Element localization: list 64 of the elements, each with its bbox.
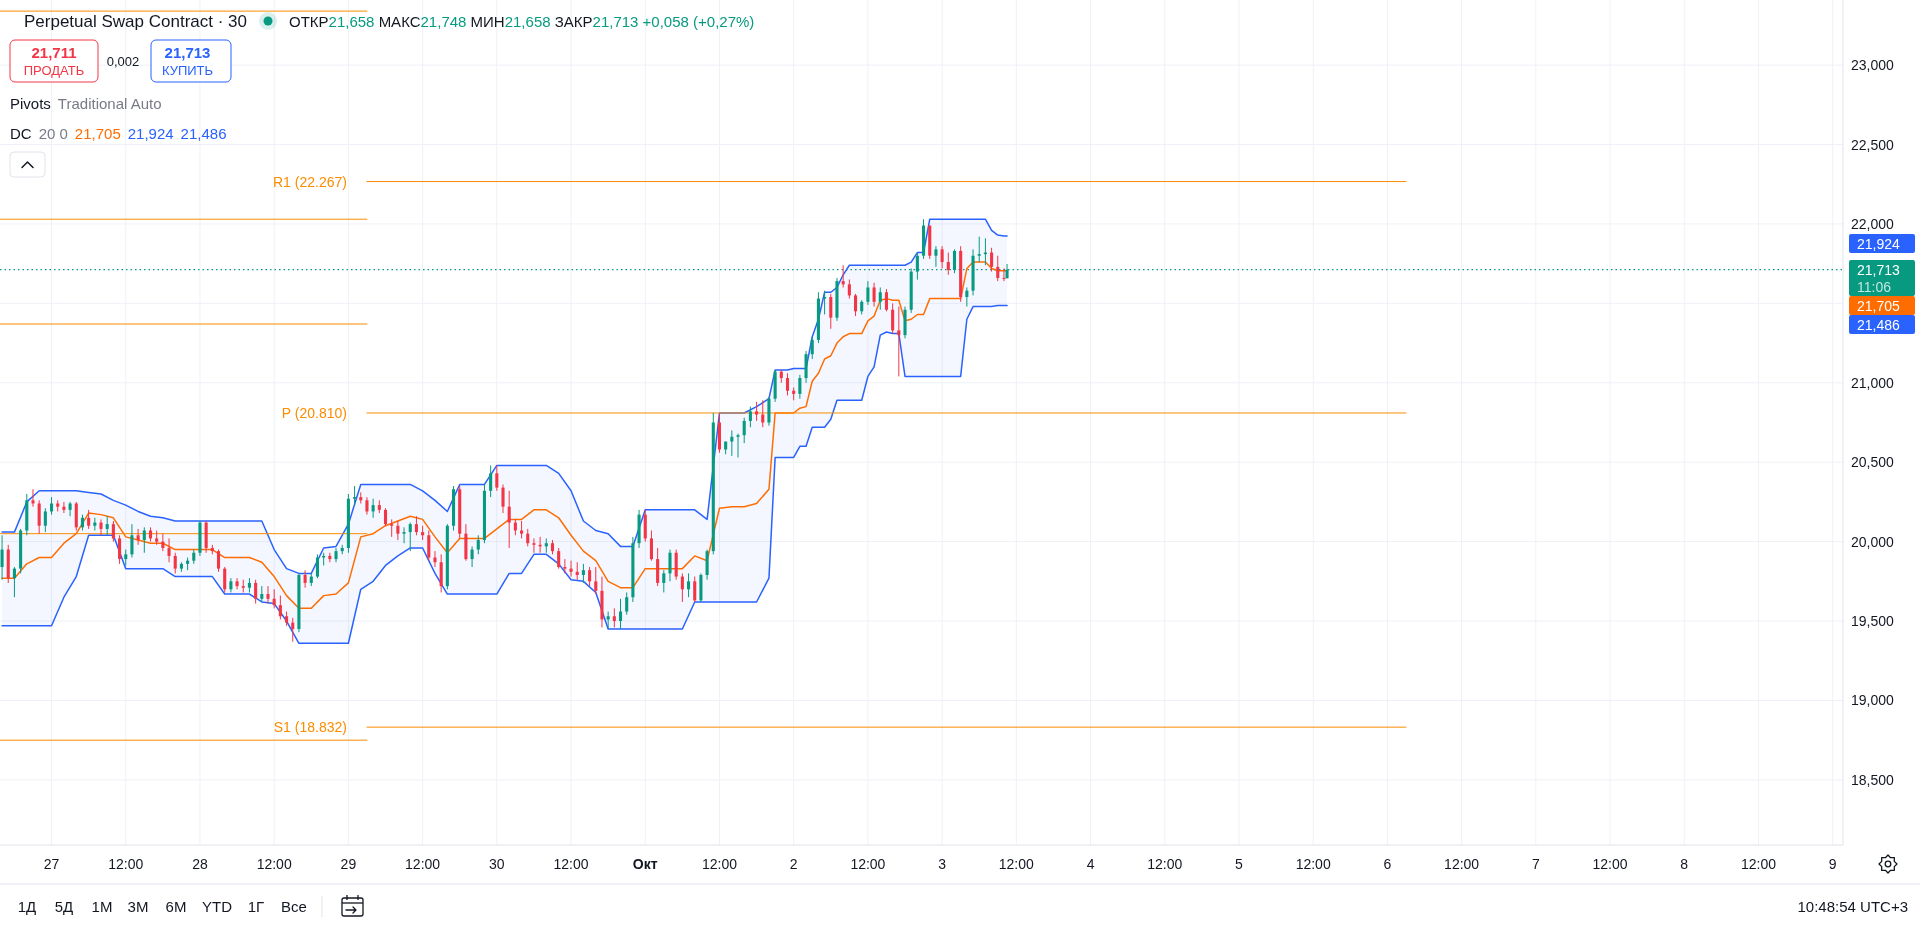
- text: 1М: [91, 897, 113, 915]
- y-tick-label: 22,000: [1851, 215, 1895, 232]
- text: 1Д: [17, 897, 37, 915]
- x-tick-label: 29: [340, 856, 357, 872]
- x-tick-label: Окт: [632, 856, 658, 872]
- x-tick-label: 30: [489, 856, 505, 872]
- text: 21,713 11:06: [1857, 262, 1901, 296]
- text: 1Г: [247, 897, 265, 915]
- x-tick-label: 12:00: [850, 856, 886, 872]
- y-tick-label: 19,500: [1851, 613, 1895, 630]
- y-tick-label: 19,000: [1851, 692, 1895, 709]
- x-tick-label: 12:00: [405, 856, 441, 872]
- annotation: ОТКР21,658 МАКС21,748 МИН21,658 ЗАКР21,713 +0,058 (+0,27%): [289, 12, 755, 30]
- x-tick-label: 12:00: [553, 856, 589, 872]
- text: 6М: [165, 897, 187, 915]
- x-tick-label: 7: [1531, 856, 1540, 872]
- x-tick-label: 6: [1383, 856, 1392, 872]
- text: 10:48:54 UTC+3: [1797, 897, 1908, 915]
- y-tick-label: 20,500: [1851, 454, 1895, 471]
- annotation: ПРОДАТЬ: [23, 62, 85, 78]
- x-tick-label: 9: [1828, 856, 1837, 872]
- x-tick-label: 3: [938, 856, 947, 872]
- annotation: 21,486: [180, 124, 227, 142]
- text: 21,924: [1857, 235, 1901, 252]
- x-tick-label: 5: [1235, 856, 1244, 872]
- annotation: 21,924: [127, 124, 174, 142]
- y-tick-label: 21,000: [1851, 374, 1895, 391]
- x-tick-label: 12:00: [1740, 856, 1777, 872]
- series-label: S1 (18.832): [273, 719, 347, 736]
- annotation: 0,002: [106, 53, 140, 69]
- text: 3М: [127, 897, 149, 915]
- x-tick-label: 2: [789, 856, 798, 872]
- annotation: DC: [10, 124, 32, 142]
- text: Все: [281, 897, 307, 915]
- x-tick-label: 12:00: [1147, 856, 1183, 872]
- y-tick-label: 23,000: [1851, 57, 1895, 74]
- annotation: КУПИТЬ: [161, 62, 214, 78]
- text: Perpetual Swap Contract · 30: [24, 11, 248, 31]
- x-tick-label: 12:00: [108, 856, 144, 872]
- annotation: 20 0: [38, 124, 68, 142]
- y-tick-label: 18,500: [1851, 771, 1895, 788]
- annotation: 21,711: [31, 43, 77, 61]
- x-tick-label: 12:00: [1444, 856, 1480, 872]
- y-tick-label: 20,000: [1851, 533, 1895, 550]
- x-tick-label: 27: [43, 856, 60, 872]
- x-tick-label: 28: [192, 856, 208, 872]
- text: 21,486: [1857, 317, 1901, 334]
- x-tick-label: 12:00: [1592, 856, 1628, 872]
- y-tick-label: 22,500: [1851, 136, 1895, 153]
- series-label: R1 (22.267): [273, 173, 347, 190]
- annotation: Pivots: [10, 94, 51, 112]
- text: 5Д: [54, 897, 74, 915]
- series-label: P (20.810): [281, 404, 347, 421]
- x-tick-label: 12:00: [701, 856, 738, 872]
- annotation: Traditional Auto: [57, 94, 162, 112]
- text: YTD: [202, 897, 233, 915]
- x-tick-label: 12:00: [1295, 856, 1331, 872]
- x-tick-label: 12:00: [998, 856, 1035, 872]
- x-tick-label: 12:00: [256, 856, 292, 872]
- x-tick-label: 4: [1086, 856, 1095, 872]
- annotation: 21,705: [74, 124, 121, 142]
- x-tick-label: 8: [1680, 856, 1689, 872]
- annotation: 21,713: [164, 43, 211, 61]
- text: 21,705: [1857, 298, 1901, 315]
